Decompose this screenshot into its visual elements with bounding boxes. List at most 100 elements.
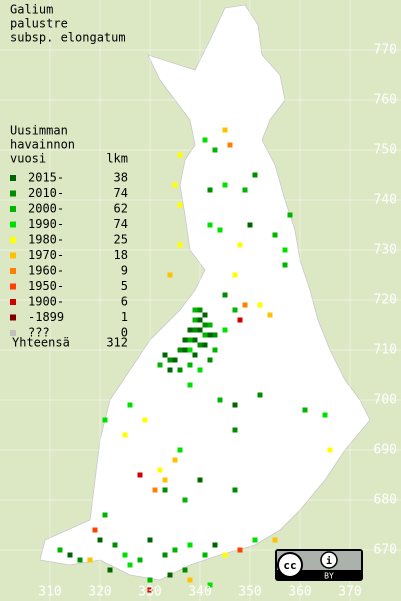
observation xyxy=(177,242,183,248)
observation xyxy=(207,582,213,588)
observation xyxy=(217,227,223,233)
observation xyxy=(222,552,228,558)
observation xyxy=(167,367,173,373)
observation xyxy=(212,332,218,338)
observation xyxy=(232,272,238,278)
observation xyxy=(302,407,308,413)
observation xyxy=(272,232,278,238)
observation xyxy=(202,332,208,338)
observation xyxy=(322,412,328,418)
observation xyxy=(247,222,253,228)
legend-swatch xyxy=(10,237,16,243)
observation xyxy=(192,317,198,323)
x-tick-label: 310 xyxy=(38,585,61,600)
observation xyxy=(187,337,193,343)
license-label: BY xyxy=(324,572,334,581)
observation xyxy=(192,307,198,313)
observation xyxy=(252,172,258,178)
observation xyxy=(237,242,243,248)
legend-count: 6 xyxy=(121,295,128,309)
observation xyxy=(212,147,218,153)
observation xyxy=(207,357,213,363)
observation xyxy=(157,467,163,473)
y-tick-label: 720 xyxy=(374,293,397,308)
observation xyxy=(207,222,213,228)
legend-label: 1960- xyxy=(28,264,64,278)
observation xyxy=(147,537,153,543)
observation xyxy=(157,362,163,368)
legend-label: 1990- xyxy=(28,217,64,231)
observation xyxy=(172,547,178,553)
observation xyxy=(192,352,198,358)
observation xyxy=(182,567,188,573)
observation xyxy=(197,317,203,323)
observation xyxy=(182,347,188,353)
svg-text:cc: cc xyxy=(283,559,296,572)
x-tick-label: 350 xyxy=(238,585,261,600)
observation xyxy=(102,512,108,518)
observation xyxy=(252,537,258,543)
legend-swatch xyxy=(10,175,16,181)
y-tick-label: 710 xyxy=(374,343,397,358)
title-line: palustre xyxy=(10,17,68,31)
observation xyxy=(232,307,238,313)
title-line: subsp. elongatum xyxy=(10,31,126,45)
legend-label: -1899 xyxy=(28,310,64,324)
legend-label: 1970- xyxy=(28,248,64,262)
observation xyxy=(87,557,93,563)
observation xyxy=(222,127,228,133)
observation xyxy=(142,417,148,423)
observation xyxy=(172,182,178,188)
observation xyxy=(207,332,213,338)
y-tick-label: 670 xyxy=(374,543,397,558)
legend-swatch xyxy=(10,221,16,228)
observation xyxy=(197,327,203,333)
observation xyxy=(67,552,73,558)
title-line: Galium xyxy=(10,3,53,17)
observation xyxy=(187,327,193,333)
x-tick-label: 320 xyxy=(88,585,111,600)
legend-swatch xyxy=(10,252,16,259)
legend-heading: havainnon xyxy=(10,138,75,152)
total-label: Yhteensä xyxy=(12,336,70,350)
observation xyxy=(197,342,203,348)
observation xyxy=(177,347,183,353)
observation xyxy=(162,552,168,558)
observation xyxy=(207,187,213,193)
observation xyxy=(122,432,128,438)
y-tick-label: 690 xyxy=(374,443,397,458)
observation xyxy=(212,542,218,548)
observation xyxy=(167,272,173,278)
observation xyxy=(192,327,198,333)
y-tick-label: 730 xyxy=(374,243,397,258)
legend-count: 25 xyxy=(114,233,128,247)
finland-outline xyxy=(39,4,371,581)
observation xyxy=(237,547,243,553)
y-tick-label: 750 xyxy=(374,143,397,158)
observation xyxy=(127,562,133,568)
observation xyxy=(227,142,233,148)
legend-swatch xyxy=(10,190,16,197)
observation xyxy=(152,487,158,493)
observation xyxy=(182,337,188,343)
legend-label: 2000- xyxy=(28,202,64,216)
observation xyxy=(187,542,193,548)
legend-label: 2015- xyxy=(28,171,64,185)
legend-swatch xyxy=(10,330,16,336)
y-tick-label: 770 xyxy=(374,43,397,58)
observation xyxy=(327,447,333,453)
observation xyxy=(182,497,188,503)
observation xyxy=(122,552,128,558)
observation xyxy=(222,182,228,188)
legend-swatch xyxy=(10,206,16,212)
y-tick-label: 700 xyxy=(374,393,397,408)
legend-count: 38 xyxy=(114,171,128,185)
observation xyxy=(147,587,153,593)
legend-count: 62 xyxy=(114,202,128,216)
observation xyxy=(187,347,193,353)
observation xyxy=(57,547,63,553)
observation xyxy=(197,307,203,313)
y-tick-label: 740 xyxy=(374,193,397,208)
legend-count: 74 xyxy=(114,217,128,231)
legend-swatch xyxy=(10,314,16,321)
